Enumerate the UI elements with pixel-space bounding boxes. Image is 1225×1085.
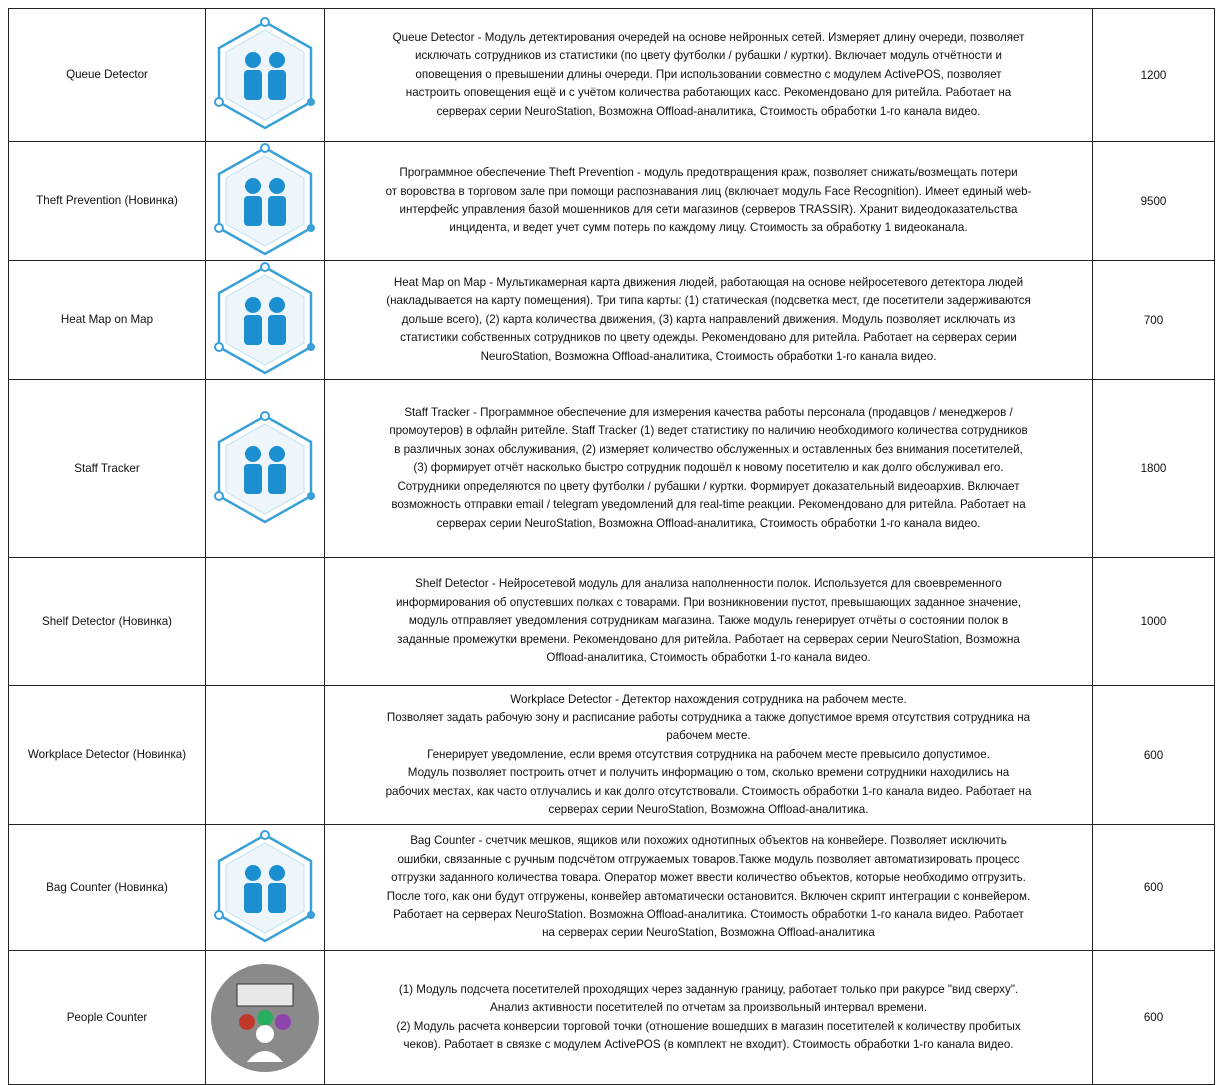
icon-cell [205, 141, 325, 261]
description-line: После того, как они будут отгружены, кон… [386, 889, 1031, 903]
module-name: Heat Map on Map [8, 260, 206, 380]
description-line: Программное обеспечение Theft Prevention… [399, 166, 1018, 180]
table-row: Heat Map on Map Heat Map on Map - Мультик… [8, 260, 1215, 380]
icon-cell [205, 8, 325, 142]
description-line: рабочем месте. [666, 729, 751, 743]
description-line: настроить оповещения ещё и с учётом коли… [405, 86, 1012, 100]
description: (1) Модуль подсчета посетителей проходящ… [324, 950, 1093, 1085]
module-name: People Counter [8, 950, 206, 1085]
description: Workplace Detector - Детектор нахождения… [324, 685, 1093, 825]
module-name: Staff Tracker [8, 379, 206, 558]
icon-cell [205, 379, 325, 558]
table-row: Workplace Detector (Новинка) Workplace De… [8, 685, 1215, 825]
description: Программное обеспечение Theft Prevention… [324, 141, 1093, 261]
description: Staff Tracker - Программное обеспечение … [324, 379, 1093, 558]
description-line: исключать сотрудников из статистики (по … [415, 49, 1002, 63]
description-line: серверах серии NeuroStation, Возможна Of… [548, 803, 869, 817]
description-line: ошибки, связанные с ручным подсчётом отг… [397, 852, 1020, 866]
price: 1800 [1092, 379, 1215, 558]
description-line: NeuroStation, Возможна Offload-аналитика… [480, 349, 937, 363]
description-line: на серверах серии NeuroStation, Возможна… [542, 926, 875, 940]
description-line: Staff Tracker - Программное обеспечение … [404, 406, 1013, 420]
table-row: Queue Detector Queue Detector - Модуль де… [8, 8, 1215, 142]
description-line: (накладывается на карту помещения). Три … [386, 294, 1031, 308]
description-line: Heat Map on Map - Мультикамерная карта д… [393, 275, 1024, 289]
description: Heat Map on Map - Мультикамерная карта д… [324, 260, 1093, 380]
description-line: информирования об опустевших полках с то… [395, 595, 1022, 609]
icon-cell [205, 685, 325, 825]
price: 600 [1092, 685, 1215, 825]
table-row: Bag Counter (Новинка) Bag Counter - счетч… [8, 824, 1215, 951]
price: 600 [1092, 950, 1215, 1085]
price-table: Queue Detector Queue Detector - Модуль де… [8, 8, 1215, 1085]
module-name: Bag Counter (Новинка) [8, 824, 206, 951]
description-line: Offload-аналитика, Стоимость обработки 1… [546, 651, 871, 665]
description-line: в различных зонах обслуживания, (2) изме… [394, 442, 1023, 456]
description-line: серверах серии NeuroStation, Возможна Of… [436, 104, 981, 118]
description-line: чеков). Работает в связке с модулем Acti… [403, 1037, 1014, 1051]
table-row: Staff Tracker Staff Tracker - Программное… [8, 379, 1215, 558]
module-name: Theft Prevention (Новинка) [8, 141, 206, 261]
description-line: статистики собственных сотрудников по цв… [400, 331, 1017, 345]
description-line: Shelf Detector - Нейросетевой модуль для… [415, 577, 1002, 591]
icon [214, 143, 315, 256]
price: 700 [1092, 260, 1215, 380]
description-line: Bag Counter - счетчик мешков, ящиков или… [410, 834, 1007, 848]
description-line: Позволяет задать рабочую зону и расписан… [386, 710, 1031, 724]
description-line: Анализ активности посетителей по отчетам… [490, 1001, 927, 1015]
price: 9500 [1092, 141, 1215, 261]
table-row: People Counter (1) Модуль подсчета посети… [8, 950, 1215, 1085]
module-name: Shelf Detector (Новинка) [8, 557, 206, 686]
description: Shelf Detector - Нейросетевой модуль для… [324, 557, 1093, 686]
description-line: промоутеров) в офлайн ритейле. Staff Tra… [389, 424, 1028, 438]
description-line: Модуль позволяет построить отчет и получ… [407, 766, 1010, 780]
description: Bag Counter - счетчик мешков, ящиков или… [324, 824, 1093, 951]
price: 600 [1092, 824, 1215, 951]
table-row: Shelf Detector (Новинка) Shelf Detector -… [8, 557, 1215, 686]
icon [211, 963, 319, 1072]
description-line: Сотрудники определяются по цвету футболк… [397, 479, 1020, 493]
table-row: Theft Prevention (Новинка) Программное об… [8, 141, 1215, 261]
price: 1000 [1092, 557, 1215, 686]
description-line: инцидента, и ведет учет сумм потерь по к… [449, 221, 968, 235]
module-name: Queue Detector [8, 8, 206, 142]
icon-cell [205, 260, 325, 380]
description-line: рабочих местах, как часто отлучались и к… [385, 784, 1032, 798]
description-line: (1) Модуль подсчета посетителей проходящ… [398, 982, 1019, 996]
icon [214, 829, 315, 942]
description-line: Workplace Detector - Детектор нахождения… [510, 692, 907, 706]
description-line: (2) Модуль расчета конверсии торговой то… [396, 1019, 1021, 1033]
description-line: Работает на серверах NeuroStation. Возмо… [393, 907, 1024, 921]
description-line: Queue Detector - Модуль детектирования о… [392, 30, 1025, 44]
icon-cell [205, 824, 325, 951]
icon [214, 17, 315, 130]
description-line: от воровства в торговом зале при помощи … [385, 184, 1032, 198]
description: Queue Detector - Модуль детектирования о… [324, 8, 1093, 142]
description-line: отгрузки заданного количества товара. Оп… [391, 871, 1026, 885]
description-line: интерфейс управления базой мошенников дл… [399, 203, 1018, 216]
icon-cell [205, 950, 325, 1085]
icon-cell [205, 557, 325, 686]
description-line: заданные промежутки времени. Рекомендова… [397, 632, 1020, 646]
description-line: (3) формирует отчёт насколько быстро сот… [413, 461, 1004, 475]
icon [214, 410, 315, 523]
description-line: оповещения о превышении длины очереди. П… [415, 67, 1002, 81]
description-line: серверах серии NeuroStation, Возможна Of… [436, 516, 981, 530]
price: 1200 [1092, 8, 1215, 142]
icon [214, 262, 315, 375]
description-line: модуль отправляет уведомления сотрудника… [408, 614, 1009, 628]
module-name: Workplace Detector (Новинка) [8, 685, 206, 825]
description-line: возможность отправки email / telegram ув… [391, 498, 1026, 512]
description-line: дольше всего), (2) карта количества движ… [401, 312, 1016, 326]
description-line: Генерирует уведомление, если время отсут… [427, 747, 990, 761]
